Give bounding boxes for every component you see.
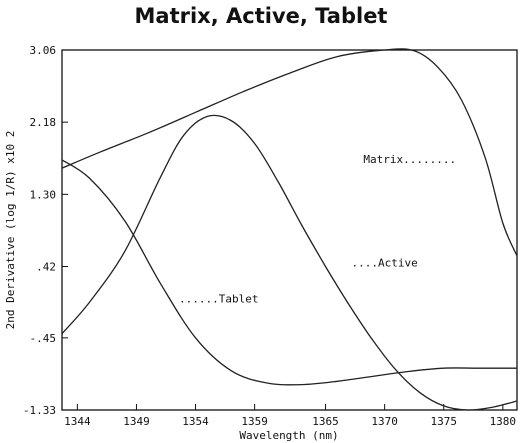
x-tick-label: 1375 xyxy=(430,415,457,428)
y-axis-ticks: 3.06 2.18 1.30 .42 -.45 -1.33 xyxy=(23,44,68,417)
x-tick-label: 1365 xyxy=(312,415,339,428)
y-tick-label: 1.30 xyxy=(30,188,57,201)
x-tick-label: 1354 xyxy=(182,415,209,428)
x-tick-label: 1380 xyxy=(490,415,517,428)
series-labels: Matrix........ ....Active ......Tablet xyxy=(179,153,456,305)
y-tick-label: -1.33 xyxy=(23,404,56,417)
chart-title: Matrix, Active, Tablet xyxy=(134,4,388,28)
y-tick-label: 2.18 xyxy=(30,116,57,129)
series-label-tablet: ......Tablet xyxy=(179,293,258,306)
y-axis-label: 2nd Derivative (log 1/R) x10 2 xyxy=(4,131,17,330)
y-tick-label: 3.06 xyxy=(30,44,57,57)
series-lines xyxy=(61,48,518,411)
y-tick-label: -.45 xyxy=(30,332,57,345)
series-line-matrix xyxy=(61,48,518,257)
x-tick-label: 1370 xyxy=(371,415,398,428)
plot-frame xyxy=(61,49,518,411)
series-line-active xyxy=(61,114,518,411)
x-tick-label: 1344 xyxy=(64,415,91,428)
x-tick-label: 1349 xyxy=(123,415,150,428)
series-line-tablet xyxy=(61,159,517,386)
x-axis-label: Wavelength (nm) xyxy=(239,429,338,442)
x-tick-label: 1359 xyxy=(241,415,268,428)
series-label-active: ....Active xyxy=(352,256,418,269)
y-tick-label: .42 xyxy=(36,260,56,273)
series-label-matrix: Matrix........ xyxy=(363,153,456,166)
x-axis-ticks: 1344 1349 1354 1359 1365 1370 1375 1380 xyxy=(64,404,516,428)
